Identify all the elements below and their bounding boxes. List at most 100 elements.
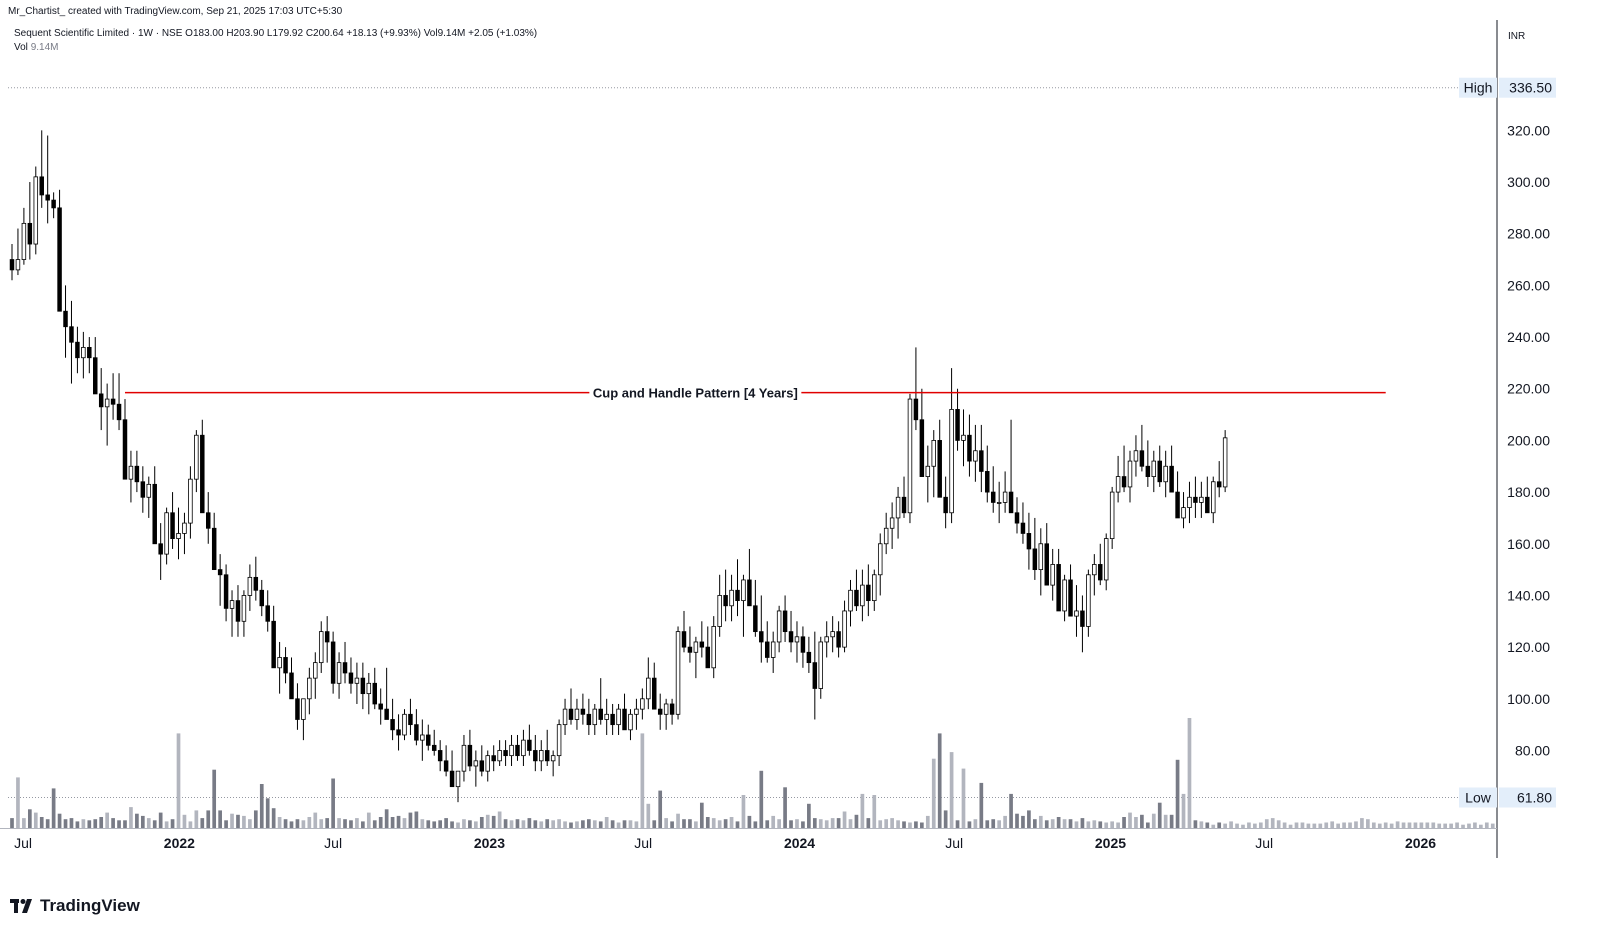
candlestick [562,698,568,735]
candlestick [996,481,1002,524]
candlestick [979,424,984,493]
candle-body [1109,491,1115,540]
candlestick [973,424,978,482]
symbol-legend: Sequent Scientific Limited · 1W · NSE O1… [14,28,538,39]
candle-body [895,496,901,519]
volume-bar [711,818,716,828]
volume-bar [854,814,859,828]
y-tick-label: 100.00 [1507,691,1550,707]
candle-body [967,434,972,462]
candle-body [81,346,86,359]
candlestick [116,373,122,431]
candle-body [98,393,104,408]
candlestick [69,300,74,384]
candle-body [1151,460,1157,477]
volume-bar [581,820,585,828]
volume-bar [1306,823,1311,828]
candle-body [217,569,223,576]
candlestick [770,631,776,673]
volume-bar [521,820,526,828]
candle-body [747,579,752,607]
volume-bar [622,820,627,828]
candle-body [1074,610,1079,617]
candle-body [1139,450,1145,467]
volume-bar [747,815,752,828]
candlestick [170,492,175,549]
candlestick [598,678,603,725]
candle-body [568,708,574,720]
candle-body [1199,496,1204,503]
candle-body [235,600,241,622]
candle-body [1121,476,1127,488]
candle-body [164,512,169,555]
candle-body [301,698,306,720]
candle-body [461,744,467,772]
volume-bar [27,809,32,828]
candle-body [527,739,532,751]
volume-bar [1163,814,1168,828]
candle-body [1163,465,1168,483]
candle-body [152,483,157,545]
volume-bar [485,814,490,828]
candlestick [515,734,520,761]
candlestick [949,368,954,524]
candle-body [437,750,443,762]
volume-bar [610,820,615,828]
volume-bar [402,818,407,828]
volume-bar [1110,821,1115,828]
candlestick [866,564,871,617]
candlestick [877,533,883,596]
candle-body [544,750,550,762]
candlestick [1050,548,1055,601]
volume-bar [646,803,651,828]
candlestick [943,476,948,529]
volume-bar [75,821,80,828]
volume-bar [212,769,217,828]
candle-body [705,646,711,669]
candlestick [836,621,841,658]
candle-body [372,682,377,705]
candlestick [342,641,348,684]
candle-body [194,434,199,480]
candlestick [235,585,241,637]
volume-bar [456,822,460,828]
candle-body [652,677,657,710]
candle-body [592,708,598,726]
volume-bar [444,818,448,828]
candle-body [396,729,401,736]
candlestick [408,698,413,735]
volume-bar [902,821,906,828]
high-badge-word: High [1464,80,1493,96]
candle-body [961,434,966,441]
candlestick [955,388,960,451]
candlestick [1151,450,1157,493]
candle-body [1193,496,1198,503]
candle-body [1080,610,1085,627]
volume-bar [694,821,698,828]
candle-body [646,677,651,700]
volume-bar [497,811,502,828]
volume-bar [378,817,383,828]
candlestick [63,285,68,358]
candlestick [420,719,425,761]
candlestick [229,590,235,637]
x-tick-label: 2023 [474,835,505,851]
volume-bar [1247,822,1251,828]
candle-body [491,755,496,762]
candle-body [586,713,592,726]
candle-body [140,481,146,498]
volume-bar [664,818,668,828]
candle-body [223,574,229,609]
candlestick [568,688,574,725]
volume-bar [1264,819,1269,828]
candlestick [1086,569,1091,637]
candle-body [788,631,794,643]
y-tick-label: 140.00 [1507,587,1550,603]
volume-bar [533,820,538,828]
volume-bar [1419,822,1424,828]
volume-bar [545,819,550,828]
volume-bar [1217,822,1222,828]
candlestick [503,740,508,766]
volume-bar [105,812,109,828]
